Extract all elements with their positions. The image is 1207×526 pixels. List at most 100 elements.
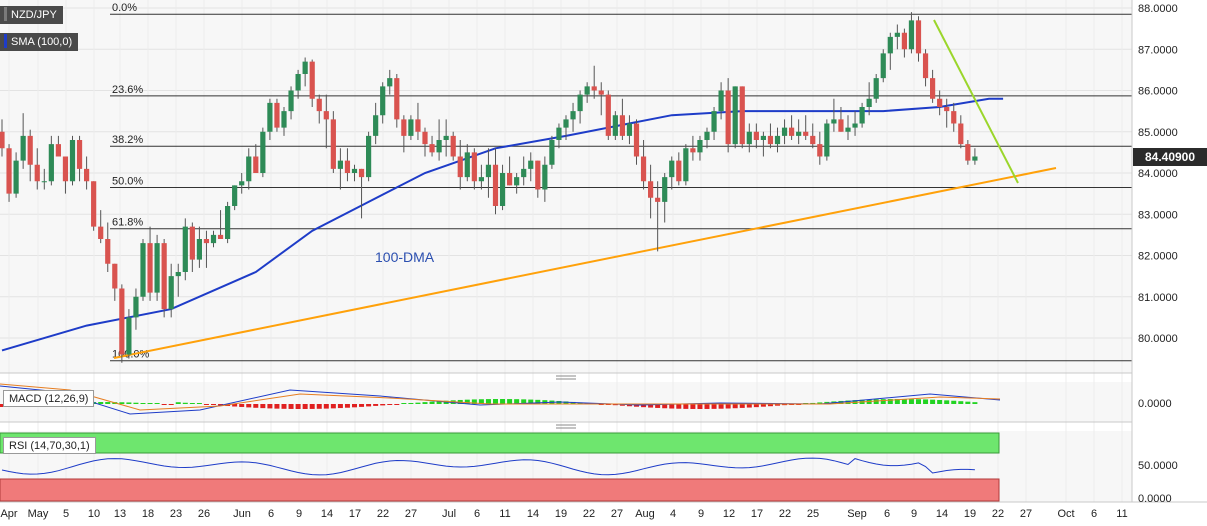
candle-body bbox=[612, 115, 618, 136]
fib-label: 50.0% bbox=[112, 175, 143, 187]
macd-bar bbox=[246, 404, 252, 408]
macd-bar bbox=[873, 399, 879, 404]
rsi-tag[interactable]: RSI (14,70,30,1) bbox=[3, 437, 96, 454]
y-tick-label: 82.0000 bbox=[1138, 251, 1178, 263]
candle-body bbox=[464, 152, 470, 178]
candle-body bbox=[915, 20, 922, 54]
macd-bar bbox=[295, 404, 301, 409]
candle-body bbox=[55, 144, 61, 157]
x-tick-label: 10 bbox=[88, 508, 100, 520]
candle-body bbox=[965, 144, 971, 161]
candle-body bbox=[887, 36, 893, 54]
candle-body bbox=[436, 140, 442, 153]
candle-body bbox=[210, 234, 217, 244]
macd-bar bbox=[500, 399, 506, 404]
candle-body bbox=[13, 160, 19, 194]
macd-bar bbox=[535, 399, 541, 404]
macd-bar bbox=[704, 404, 710, 409]
macd-bar bbox=[894, 399, 900, 404]
candle-body bbox=[126, 317, 132, 355]
candle-body bbox=[901, 32, 907, 50]
resize-handle[interactable] bbox=[556, 424, 576, 429]
candle-body bbox=[62, 156, 69, 182]
x-tick-label: 11 bbox=[1116, 508, 1127, 520]
x-tick-label: 4 bbox=[670, 508, 676, 520]
macd-bar bbox=[880, 399, 886, 404]
candle-body bbox=[725, 90, 731, 145]
candle-body bbox=[302, 61, 308, 74]
macd-bar bbox=[718, 404, 724, 409]
candle-body bbox=[655, 197, 661, 202]
candle-body bbox=[358, 168, 365, 178]
candle-body bbox=[232, 185, 238, 206]
candle-body bbox=[767, 135, 774, 145]
macd-bar bbox=[189, 403, 195, 404]
macd-bar bbox=[485, 399, 491, 404]
macd-bar bbox=[211, 404, 216, 405]
candle-body bbox=[746, 131, 752, 145]
macd-bar bbox=[274, 404, 280, 409]
candle-body bbox=[422, 131, 428, 145]
candle-body bbox=[260, 131, 266, 173]
candle-body bbox=[824, 123, 830, 157]
candle-body bbox=[189, 226, 195, 260]
macd-bar bbox=[775, 404, 780, 406]
candle-body bbox=[930, 78, 936, 99]
x-tick-label: Jul bbox=[442, 508, 456, 520]
symbol-label: NZD/JPY bbox=[11, 9, 57, 21]
fib-label: 23.6% bbox=[112, 84, 143, 96]
macd-bar bbox=[937, 399, 943, 404]
candle-body bbox=[485, 164, 492, 178]
macd-bar bbox=[655, 404, 661, 408]
candle-body bbox=[922, 53, 929, 79]
x-tick-label: 6 bbox=[884, 508, 890, 520]
candle-body bbox=[718, 90, 724, 112]
sma-tag[interactable]: SMA (100,0) bbox=[0, 33, 79, 51]
y-tick-label: 81.0000 bbox=[1138, 292, 1178, 304]
candle-body bbox=[119, 288, 125, 355]
candle-body bbox=[394, 78, 400, 120]
x-tick-label: 14 bbox=[527, 508, 539, 520]
macd-bar bbox=[401, 403, 407, 404]
y-tick-label: 84.0000 bbox=[1138, 168, 1178, 180]
candle-body bbox=[246, 156, 252, 182]
candle-body bbox=[944, 107, 950, 112]
candle-body bbox=[817, 144, 823, 157]
main-panel bbox=[0, 0, 1132, 373]
macd-bar bbox=[126, 402, 132, 404]
x-tick-label: 23 bbox=[170, 508, 182, 520]
x-tick-label: 11 bbox=[499, 508, 510, 520]
candle-body bbox=[281, 111, 287, 128]
x-tick-label: 22 bbox=[992, 508, 1004, 520]
candle-body bbox=[570, 111, 576, 120]
macd-bar bbox=[464, 399, 470, 404]
signal-line bbox=[0, 383, 1001, 411]
y-tick-label: 83.0000 bbox=[1138, 209, 1178, 221]
candle-body bbox=[387, 78, 393, 87]
macd-bar bbox=[619, 404, 625, 406]
resize-handle[interactable] bbox=[556, 375, 576, 380]
macd-bar bbox=[408, 403, 414, 404]
macd-bar bbox=[746, 404, 752, 408]
candle-body bbox=[859, 107, 865, 124]
macd-bar bbox=[514, 399, 520, 404]
support-trendline bbox=[113, 167, 1057, 359]
x-tick-label: 26 bbox=[198, 508, 210, 520]
candle-body bbox=[789, 127, 795, 136]
candle-body bbox=[852, 123, 858, 128]
x-tick-label: 6 bbox=[268, 508, 274, 520]
candle-body bbox=[584, 86, 590, 95]
candle-body bbox=[351, 168, 358, 173]
candle-body bbox=[330, 119, 336, 169]
candle-body bbox=[873, 78, 879, 99]
candle-body bbox=[84, 168, 90, 182]
symbol-tag[interactable]: NZD/JPY bbox=[0, 6, 63, 24]
x-tick-label: 17 bbox=[751, 508, 763, 520]
candle-body bbox=[690, 148, 696, 153]
x-tick-label: 14 bbox=[936, 508, 948, 520]
macd-bar bbox=[239, 404, 245, 407]
x-axis: Apr May 5 10 13 18 23 26 Jun 6 9 14 17 22 27 Jul 6 11 14 19… bbox=[0, 508, 1127, 520]
macd-tag[interactable]: MACD (12,26,9) bbox=[3, 390, 95, 407]
candle-body bbox=[619, 115, 625, 136]
